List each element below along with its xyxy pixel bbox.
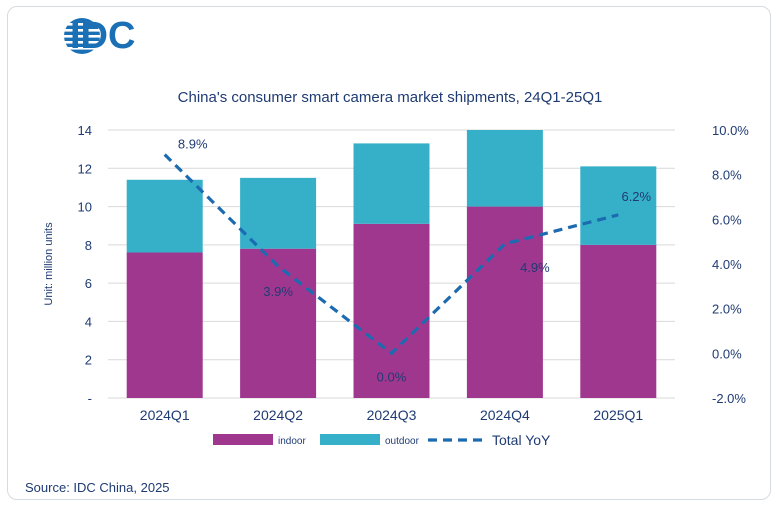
source-note: Source: IDC China, 2025 xyxy=(25,480,170,495)
x-tick-label: 2024Q1 xyxy=(140,407,190,423)
y-tick-label: - xyxy=(88,391,92,406)
y2-tick-label: -2.0% xyxy=(712,391,746,406)
bar-indoor-2024Q4 xyxy=(466,206,543,398)
bar-indoor-2025Q1 xyxy=(580,244,657,398)
bar-indoor-2024Q1 xyxy=(126,252,203,398)
bar-indoor-2024Q3 xyxy=(353,223,430,398)
bar-outdoor-2024Q3 xyxy=(353,143,430,224)
bar-outdoor-2024Q2 xyxy=(240,177,317,249)
y2-tick-label: 4.0% xyxy=(712,257,742,272)
chart-title: China's consumer smart camera market shi… xyxy=(177,89,603,106)
y-tick-label: 14 xyxy=(78,123,92,138)
bar-outdoor-2024Q1 xyxy=(126,179,203,253)
yoy-data-label: 4.9% xyxy=(520,260,550,275)
yoy-data-label: 8.9% xyxy=(178,137,208,152)
legend-label-indoor: indoor xyxy=(278,436,306,447)
y2-tick-label: 2.0% xyxy=(712,302,742,317)
x-tick-label: 2025Q1 xyxy=(593,407,643,423)
bar-outdoor-2025Q1 xyxy=(580,166,657,245)
logo-text: IDC xyxy=(70,15,136,57)
idc-globe-icon xyxy=(62,18,102,54)
y-axis-label: Unit: million units xyxy=(43,222,55,306)
bar-indoor-2024Q2 xyxy=(240,248,317,398)
y-tick-label: 4 xyxy=(85,314,92,329)
legend-label-outdoor: outdoor xyxy=(385,436,420,447)
y2-tick-label: 0.0% xyxy=(712,346,742,361)
y2-tick-label: 8.0% xyxy=(712,168,742,183)
y2-tick-label: 6.0% xyxy=(712,212,742,227)
yoy-data-label: 0.0% xyxy=(377,369,407,384)
legend-swatch-outdoor xyxy=(320,434,380,445)
y-tick-label: 2 xyxy=(85,353,92,368)
x-tick-label: 2024Q3 xyxy=(367,407,417,423)
yoy-line xyxy=(163,153,619,356)
legend-label-yoy: Total YoY xyxy=(492,432,551,448)
x-tick-label: 2024Q2 xyxy=(253,407,303,423)
y2-tick-label: 10.0% xyxy=(712,123,749,138)
y-tick-label: 6 xyxy=(85,276,92,291)
yoy-data-label: 3.9% xyxy=(263,284,293,299)
legend-swatch-indoor xyxy=(213,434,273,445)
y-tick-label: 8 xyxy=(85,238,92,253)
y-tick-label: 10 xyxy=(78,200,92,215)
yoy-data-label: 6.2% xyxy=(621,189,651,204)
y-tick-label: 12 xyxy=(78,161,92,176)
bar-outdoor-2024Q4 xyxy=(466,130,543,207)
x-tick-label: 2024Q4 xyxy=(480,407,530,423)
